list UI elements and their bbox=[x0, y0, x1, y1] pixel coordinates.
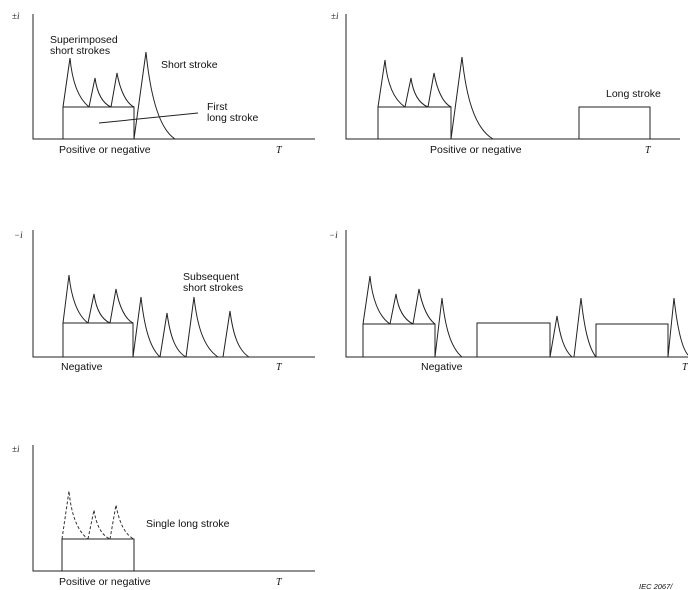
superimposed-short-stroke bbox=[109, 288, 134, 324]
polarity-label: Negative bbox=[61, 361, 103, 373]
panel-negative-mixed: −i T Negative bbox=[329, 230, 688, 373]
long-stroke-rect bbox=[476, 322, 551, 358]
short-stroke bbox=[450, 56, 494, 140]
panel-single-long-stroke: ±i T Positive or negative Single long st… bbox=[12, 444, 315, 588]
superimposed-short-stroke bbox=[62, 274, 89, 324]
x-axis-label: T bbox=[276, 145, 283, 156]
label-single-long-stroke: Single long stroke bbox=[146, 518, 230, 530]
label-long-stroke: Long stroke bbox=[606, 88, 661, 100]
short-stroke bbox=[667, 297, 688, 358]
subsequent-short-stroke bbox=[159, 312, 187, 358]
long-stroke-rect bbox=[377, 106, 452, 140]
short-stroke bbox=[573, 297, 597, 358]
panel-negative-subsequent: −i T Negative Subsequent short strokes bbox=[14, 230, 315, 373]
y-axis-label: ±i bbox=[12, 11, 20, 21]
label-subsequent-line2: short strokes bbox=[183, 282, 243, 294]
panel-positive-or-negative-combined: ±i T Positive or negative Superimposed s… bbox=[12, 11, 315, 156]
subsequent-short-stroke bbox=[132, 296, 161, 358]
y-axis-label: −i bbox=[14, 230, 23, 240]
panel-positive-or-negative-with-long-stroke: ±i T Positive or negative Long stroke bbox=[331, 11, 680, 156]
label-short-stroke: Short stroke bbox=[161, 59, 218, 71]
axes bbox=[32, 445, 315, 572]
long-stroke-rect bbox=[362, 323, 436, 358]
dashed-short-stroke bbox=[61, 490, 89, 540]
x-axis-label: T bbox=[682, 362, 688, 373]
superimposed-short-stroke bbox=[110, 72, 135, 108]
single-long-stroke-rect bbox=[61, 538, 135, 572]
polarity-label: Negative bbox=[421, 361, 463, 373]
label-first-line1: First bbox=[207, 101, 227, 113]
long-stroke-rect bbox=[595, 323, 669, 358]
long-stroke-rect bbox=[578, 106, 651, 140]
axes bbox=[32, 14, 315, 140]
polarity-label: Positive or negative bbox=[59, 576, 151, 588]
label-superimposed-line2: short strokes bbox=[50, 45, 110, 57]
subsequent-short-stroke bbox=[185, 296, 219, 358]
y-axis-label: −i bbox=[329, 230, 338, 240]
label-superimposed-line1: Superimposed bbox=[50, 34, 118, 46]
long-stroke-rect bbox=[62, 106, 135, 140]
x-axis-label: T bbox=[276, 577, 283, 588]
superimposed-short-stroke bbox=[62, 57, 90, 108]
superimposed-short-stroke bbox=[404, 77, 429, 108]
superimposed-short-stroke bbox=[88, 77, 112, 108]
dashed-short-stroke bbox=[87, 509, 111, 540]
superimposed-short-stroke bbox=[389, 293, 414, 325]
superimposed-short-stroke bbox=[412, 288, 436, 325]
short-stroke bbox=[434, 297, 463, 358]
short-stroke bbox=[133, 51, 176, 140]
y-axis-label: ±i bbox=[331, 11, 339, 21]
label-subsequent-line1: Subsequent bbox=[183, 271, 239, 283]
axes bbox=[32, 230, 315, 358]
axes bbox=[345, 14, 680, 140]
superimposed-short-stroke bbox=[87, 293, 111, 324]
leader-line bbox=[98, 112, 199, 124]
x-axis-label: T bbox=[645, 145, 652, 156]
short-stroke bbox=[549, 315, 573, 358]
superimposed-short-stroke bbox=[362, 275, 391, 325]
dashed-short-stroke bbox=[109, 504, 135, 540]
figure-caption: IEC 2067/ bbox=[639, 582, 673, 590]
long-stroke-rect bbox=[62, 322, 134, 358]
y-axis-label: ±i bbox=[12, 444, 20, 454]
polarity-label: Positive or negative bbox=[430, 144, 522, 156]
polarity-label: Positive or negative bbox=[59, 144, 151, 156]
subsequent-short-stroke bbox=[222, 310, 250, 358]
label-first-line2: long stroke bbox=[207, 112, 259, 124]
x-axis-label: T bbox=[276, 362, 283, 373]
superimposed-short-stroke bbox=[377, 59, 406, 108]
superimposed-short-stroke bbox=[427, 72, 452, 108]
axes bbox=[345, 230, 688, 358]
